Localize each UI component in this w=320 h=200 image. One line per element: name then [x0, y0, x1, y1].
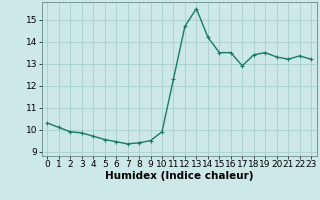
X-axis label: Humidex (Indice chaleur): Humidex (Indice chaleur)	[105, 171, 253, 181]
